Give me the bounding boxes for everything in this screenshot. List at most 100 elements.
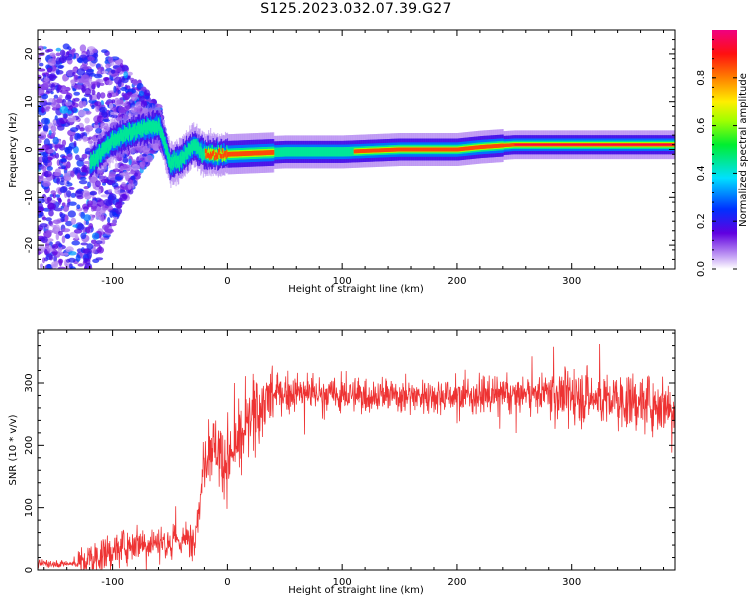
- spectrogram-speck: [107, 217, 111, 224]
- spectrogram-speck: [39, 62, 44, 67]
- spectrogram-ridge-cell: [89, 157, 91, 170]
- spectrogram-speck: [140, 100, 148, 108]
- spectrogram-speck: [47, 202, 55, 210]
- spectrogram-ridge-cell: [315, 147, 317, 157]
- spectrogram-ridge-cell: [92, 150, 95, 163]
- spectrogram-speck: [50, 132, 55, 138]
- spectrogram-speck: [41, 117, 49, 125]
- spectrogram-ridge-cell: [330, 147, 333, 157]
- spectrogram-ridge-cell: [336, 147, 338, 157]
- spectrogram-speck: [61, 86, 67, 91]
- spectrogram-speck: [126, 71, 133, 76]
- spectrogram-speck: [91, 104, 95, 110]
- spectrogram-speck: [138, 90, 144, 97]
- spectrogram-speck: [95, 257, 104, 261]
- spectrogram-speck: [99, 106, 107, 113]
- spectrogram-speck: [69, 266, 77, 269]
- spectrogram-ridge-cell: [148, 122, 150, 134]
- spectrogram-ridge-cell: [155, 121, 157, 133]
- spectrogram-ridge-cell: [303, 147, 305, 157]
- spectrogram-ridge-cell: [319, 147, 321, 157]
- spectrogram-image: [36, 43, 675, 282]
- spectrogram-speck: [61, 164, 66, 170]
- spectrogram-ridge-cell: [168, 155, 170, 168]
- spectrogram-speck: [67, 115, 77, 123]
- spectrogram-speck: [122, 164, 131, 169]
- spectrogram-ridge-cell: [281, 147, 283, 157]
- spectrogram-ridge-cell: [165, 144, 167, 156]
- spectrogram-speck: [55, 52, 61, 57]
- spectrogram-ridge-cell: [175, 152, 177, 165]
- spectrogram-speck: [112, 168, 121, 173]
- spectrogram-ridge-cell: [117, 130, 119, 143]
- spectrogram-ridge-cell: [135, 125, 137, 137]
- spectrogram-speck: [73, 140, 77, 147]
- spectrogram-ridge-cell: [325, 147, 327, 157]
- spectrogram-ridge-cell: [129, 124, 131, 136]
- spectrogram-ridge-cell: [348, 147, 350, 157]
- spectrogram-speck: [62, 113, 68, 119]
- spectrogram-speck: [100, 194, 110, 198]
- spectrogram-ridge-cell: [290, 147, 292, 157]
- spectrogram-ridge-cell: [169, 156, 171, 169]
- spectrogram-speck: [50, 125, 57, 133]
- spectrogram-ridge-cell: [337, 147, 339, 157]
- spectrogram-speck: [71, 240, 80, 246]
- spectrogram-speck: [76, 204, 81, 210]
- spectrogram-ridge-cell: [174, 155, 176, 167]
- spectrogram-ridge-cell: [109, 138, 111, 150]
- spectrogram-ridge-cell: [320, 147, 322, 157]
- spectrogram-speck: [62, 275, 70, 280]
- spectrogram-speck: [43, 170, 52, 178]
- spectrogram-speck: [76, 68, 86, 76]
- spectrogram-speck: [125, 105, 130, 112]
- spectrogram-ridge-cell: [100, 147, 102, 160]
- spectrogram-ridge-cell: [143, 122, 145, 140]
- spectrogram-speck: [51, 261, 59, 269]
- spectrogram-ridge-cell: [189, 144, 191, 157]
- spectrogram-speck: [64, 270, 70, 278]
- spectrogram-speck: [117, 89, 121, 94]
- spectrogram-speck: [59, 94, 63, 99]
- spectrogram-speck: [82, 100, 87, 108]
- spectrogram-speck: [78, 157, 85, 162]
- spectrogram-ridge-cell: [111, 133, 113, 146]
- spectrogram-speck: [45, 217, 52, 222]
- spectrogram-speck: [101, 70, 109, 75]
- spectrogram-speck: [111, 182, 119, 188]
- spectrogram-ridge-cell: [277, 147, 279, 157]
- spectrogram-speck: [61, 202, 66, 207]
- spectrogram-speck: [53, 224, 60, 232]
- spectrogram-ridge-cell: [94, 153, 96, 166]
- spectrogram-ridge-cell: [104, 142, 106, 154]
- spectrogram-speck: [73, 91, 80, 96]
- spectrogram-speck: [119, 193, 128, 202]
- spectrogram-speck: [83, 208, 88, 213]
- spectrogram-speck: [74, 190, 83, 198]
- spectrogram-speck: [62, 252, 69, 256]
- spectrogram-speck: [59, 105, 69, 114]
- spectrogram-speck: [77, 223, 85, 231]
- spectrogram-speck: [48, 241, 53, 246]
- spectrogram-ridge-cell: [288, 147, 290, 157]
- spectrogram-ridge-cell: [340, 147, 342, 157]
- spectrogram-speck: [38, 87, 45, 96]
- spectrogram-speck: [115, 66, 123, 73]
- spectrogram-speck: [43, 82, 52, 88]
- spectrogram-ridge-cell: [334, 147, 336, 157]
- spectrogram-speck: [95, 106, 100, 113]
- spectrogram-speck: [46, 196, 52, 203]
- spectrogram-speck: [95, 180, 101, 188]
- spectrogram-speck: [50, 83, 56, 91]
- spectrogram-ridge-cell: [108, 139, 110, 151]
- spectrogram-speck: [57, 230, 63, 236]
- spectrogram-speck: [46, 264, 52, 269]
- spectrogram-ridge-cell: [316, 147, 318, 157]
- spectrogram-speck: [97, 67, 103, 71]
- spectrogram-speck: [122, 157, 129, 164]
- spectrogram-speck: [91, 89, 96, 96]
- spectrogram-speck: [51, 243, 58, 250]
- spectrogram-speck: [36, 276, 41, 282]
- spectrogram-ridge-cell: [312, 147, 314, 157]
